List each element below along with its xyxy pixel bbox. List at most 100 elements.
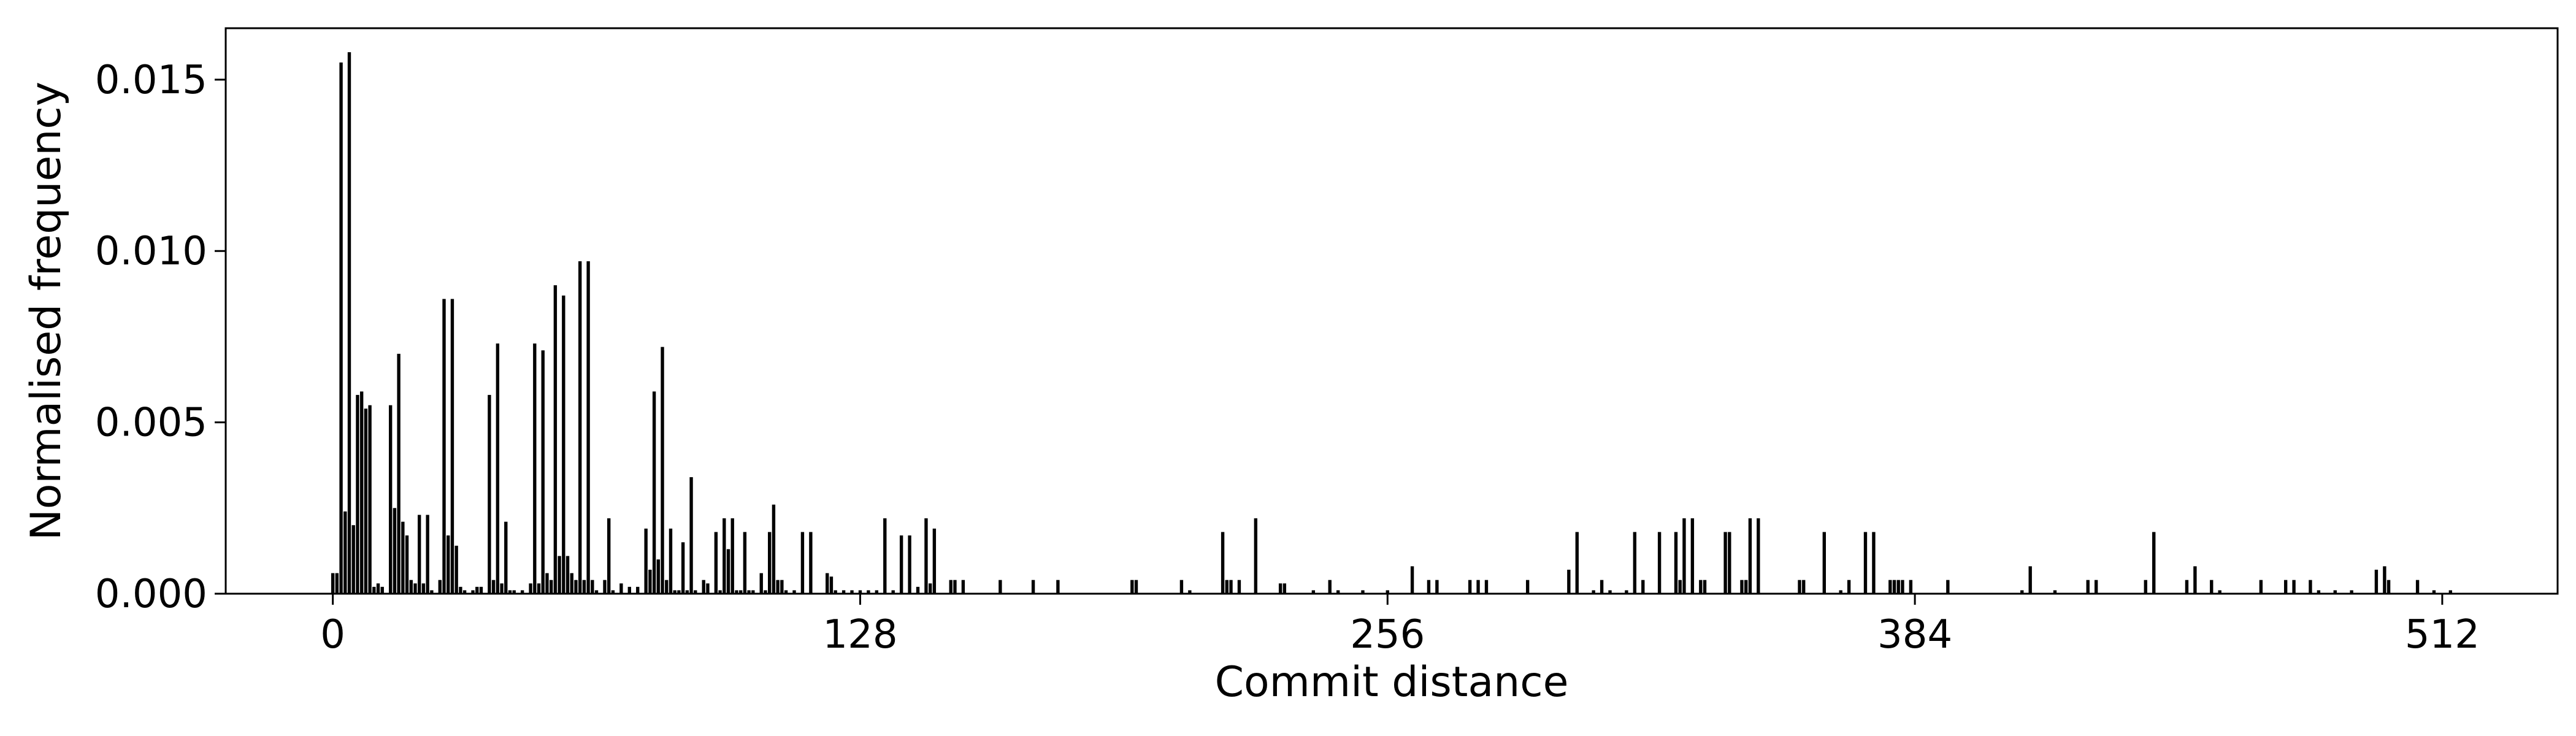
bar-510	[2432, 590, 2436, 594]
bar-150	[949, 580, 953, 594]
bar-19	[409, 580, 413, 594]
bar-11	[376, 583, 380, 594]
bar-50	[537, 583, 541, 594]
bar-53	[549, 580, 553, 594]
bar-268	[1435, 580, 1439, 594]
bar-29	[450, 299, 454, 594]
bar-383	[1909, 580, 1913, 594]
bar-60	[578, 261, 582, 594]
bar-456	[2210, 580, 2214, 594]
bar-44	[512, 590, 516, 594]
bar-418	[2053, 590, 2057, 594]
bar-316	[1633, 532, 1636, 594]
bar-106	[768, 532, 772, 594]
bar-77	[648, 569, 652, 594]
bar-176	[1056, 580, 1060, 594]
bar-100	[743, 532, 747, 594]
bar-442	[2152, 532, 2156, 594]
bar-379	[1892, 580, 1896, 594]
bar-136	[891, 590, 895, 594]
bar-40	[496, 343, 500, 594]
bar-278	[1476, 580, 1480, 594]
bar-250	[1361, 590, 1365, 594]
bar-10	[372, 586, 376, 594]
bar-39	[491, 580, 496, 594]
bar-130	[867, 590, 870, 594]
bar-31	[459, 586, 462, 594]
bar-262	[1410, 566, 1414, 594]
bar-276	[1468, 580, 1472, 594]
bar-18	[405, 535, 409, 594]
bar-107	[772, 504, 776, 594]
bar-112	[792, 590, 796, 594]
bar-490	[2350, 590, 2353, 594]
bar-110	[784, 590, 788, 594]
bar-56	[562, 295, 565, 594]
bar-82	[669, 528, 673, 594]
bar-308	[1600, 580, 1604, 594]
bar-206	[1179, 580, 1184, 594]
bar-38	[488, 394, 491, 594]
bar-74	[636, 586, 640, 594]
bar-84	[677, 590, 681, 594]
bar-76	[644, 528, 648, 594]
bar-327	[1678, 580, 1682, 594]
bar-256	[1386, 590, 1389, 594]
bar-452	[2193, 566, 2197, 594]
bar-318	[1641, 580, 1645, 594]
bar-90	[702, 580, 705, 594]
bar-300	[1567, 569, 1571, 594]
y-tick-label: 0.015	[95, 58, 207, 103]
bar-480	[2309, 580, 2312, 594]
bar-486	[2333, 590, 2337, 594]
bar-6	[356, 394, 359, 594]
bar-142	[916, 586, 920, 594]
bar-57	[565, 556, 570, 594]
bar-224	[1254, 518, 1258, 594]
bar-231	[1282, 583, 1287, 594]
bar-322	[1657, 532, 1662, 594]
x-tick-label: 0	[320, 612, 345, 657]
bar-63	[591, 580, 594, 594]
bar-346	[1757, 518, 1760, 594]
bar-140	[908, 535, 911, 594]
bar-95	[723, 518, 726, 594]
bar-146	[932, 528, 937, 594]
bar-306	[1592, 590, 1595, 594]
bar-326	[1674, 532, 1678, 594]
bar-342	[1740, 580, 1744, 594]
bar-1	[335, 573, 339, 594]
bar-338	[1723, 532, 1727, 594]
bar-468	[2259, 580, 2263, 594]
bar-357	[1802, 580, 1806, 594]
bar-362	[1822, 532, 1826, 594]
bar-49	[533, 343, 537, 594]
bar-410	[2020, 590, 2024, 594]
bar-91	[706, 583, 710, 594]
bar-109	[780, 580, 784, 594]
bar-128	[858, 590, 862, 594]
bar-120	[826, 573, 829, 594]
bar-9	[368, 405, 372, 594]
plot-frame	[224, 27, 2559, 595]
bar-238	[1311, 590, 1316, 594]
bar-7	[359, 391, 364, 594]
bar-380	[1896, 580, 1900, 594]
y-tick-label: 0.000	[95, 572, 207, 617]
bar-20	[413, 583, 417, 594]
bar-98	[735, 590, 738, 594]
bar-15	[393, 508, 397, 594]
bar-67	[607, 518, 611, 594]
bar-41	[500, 583, 504, 594]
bar-59	[574, 580, 578, 594]
bar-381	[1901, 580, 1904, 594]
bar-2	[339, 62, 343, 594]
bar-332	[1699, 580, 1703, 594]
bar-94	[718, 590, 722, 594]
bar-114	[800, 532, 805, 594]
bar-195	[1134, 580, 1138, 594]
bar-499	[2386, 580, 2391, 594]
bar-216	[1221, 532, 1225, 594]
bar-132	[875, 590, 879, 594]
bar-126	[850, 590, 854, 594]
